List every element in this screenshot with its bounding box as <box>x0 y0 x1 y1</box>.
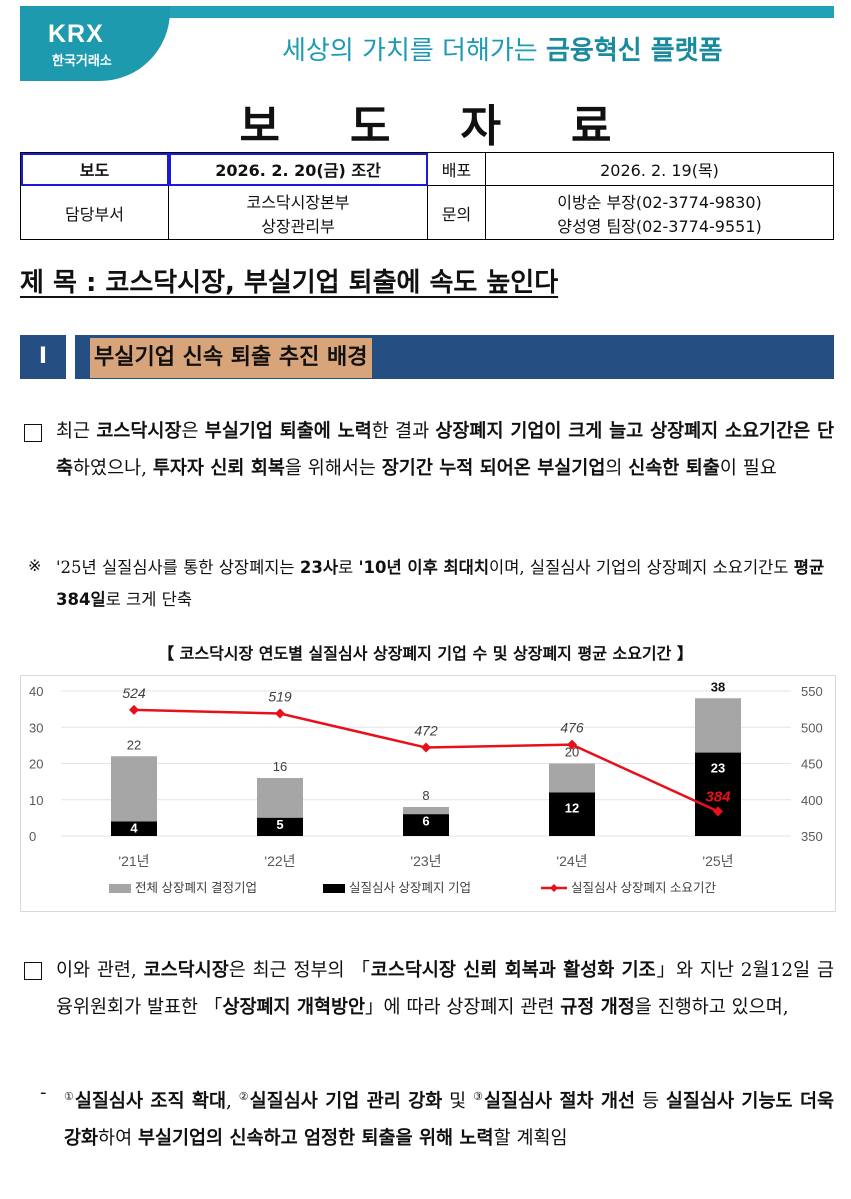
bar-substantive <box>257 817 303 836</box>
paragraph-background: 최근 코스닥시장은 부실기업 퇴출에 노력한 결과 상장폐지 기업이 크게 늘고… <box>56 421 835 479</box>
reference-mark-icon: ※ <box>28 556 42 575</box>
dept-label: 담당부서 <box>20 185 169 240</box>
legend-label-total: 전체 상장폐지 결정기업 <box>135 881 257 895</box>
right-tick-label: 350 <box>801 829 823 844</box>
bar-substantive-label: 6 <box>422 813 429 828</box>
category-label: '25년 <box>702 853 733 869</box>
left-tick-label: 30 <box>29 720 43 735</box>
duration-point <box>567 739 577 750</box>
duration-label: 472 <box>414 723 438 739</box>
header-top-bar <box>20 6 834 18</box>
legend-swatch-total <box>109 884 131 893</box>
paragraph-plan: ①실질심사 조직 확대, ②실질심사 기업 관리 강화 및 ③실질심사 절차 개… <box>64 1090 834 1150</box>
category-label: '21년 <box>118 853 149 869</box>
duration-label: 384 <box>705 788 731 805</box>
checkbox-bullet-icon <box>24 962 42 980</box>
bar-total-label: 16 <box>273 759 287 774</box>
bar-substantive-label: 12 <box>565 801 579 816</box>
bar-total-label: 22 <box>127 737 141 752</box>
duration-label: 476 <box>560 720 584 736</box>
contact-label: 문의 <box>427 185 486 240</box>
left-tick-label: 40 <box>29 684 43 699</box>
bar-total-label: 38 <box>711 679 725 694</box>
krx-logo: KRX <box>48 20 104 48</box>
dist-value: 2026. 2. 19(목) <box>485 152 834 186</box>
legend-swatch-marker <box>550 884 558 892</box>
contact-value: 이방순 부장(02-3774-9830) 양성영 팀장(02-3774-9551) <box>485 185 834 240</box>
duration-label: 519 <box>268 688 292 704</box>
left-tick-label: 20 <box>29 757 43 772</box>
duration-point <box>713 806 723 817</box>
right-tick-label: 550 <box>801 684 823 699</box>
right-tick-label: 400 <box>801 793 823 808</box>
right-tick-label: 500 <box>801 720 823 735</box>
krx-logo-subtitle: 한국거래소 <box>52 54 112 69</box>
dist-label: 배포 <box>427 152 486 186</box>
section-number: I <box>20 335 66 379</box>
bar-substantive-label: 5 <box>276 817 283 832</box>
note-paragraph: '25년 실질심사를 통한 상장폐지는 23사로 '10년 이후 최대치이며, … <box>56 558 825 609</box>
press-headline: 제 목 : 코스닥시장, 부실기업 퇴출에 속도 높인다 <box>20 268 559 298</box>
right-tick-label: 450 <box>801 757 823 772</box>
legend-label-substantive: 실질심사 상장폐지 기업 <box>349 881 471 895</box>
dept-value: 코스닥시장본부 상장관리부 <box>168 185 428 240</box>
bar-substantive <box>549 792 595 836</box>
category-label: '23년 <box>410 853 441 869</box>
bar-substantive <box>695 752 741 836</box>
legend-swatch-substantive <box>323 884 345 893</box>
bar-total-label: 8 <box>422 788 429 803</box>
dash-bullet: - <box>40 1082 47 1103</box>
bar-substantive <box>403 814 449 836</box>
slogan: 세상의 가치를 더해가는 금융혁신 플랫폼 <box>282 36 723 66</box>
duration-point <box>275 708 285 719</box>
duration-point <box>129 704 139 715</box>
category-label: '24년 <box>556 853 587 869</box>
legend-label-line: 실질심사 상장폐지 소요기간 <box>571 881 716 895</box>
release-info-table: 보도 2026. 2. 20(금) 조간 배포 2026. 2. 19(목) 담… <box>20 152 834 240</box>
chart-title: 【 코스닥시장 연도별 실질심사 상장폐지 기업 수 및 상장폐지 평균 소요기… <box>158 644 693 663</box>
chart-frame: 0 10 20 30 40 350 400 450 500 550 22 4 '21년 16 5 '22년 8 6… <box>20 675 836 912</box>
section-heading: 부실기업 신속 퇴출 추진 배경 <box>90 338 372 378</box>
duration-label: 524 <box>122 685 146 701</box>
document-title: 보도자료 <box>239 101 682 152</box>
bar-substantive-label: 23 <box>711 761 725 776</box>
paragraph-related-measures: 이와 관련, 코스닥시장은 최근 정부의 「코스닥시장 신뢰 회복과 활성화 기… <box>56 960 834 1018</box>
left-tick-label: 10 <box>29 793 43 808</box>
duration-point <box>421 742 431 753</box>
delisting-chart: 0 10 20 30 40 350 400 450 500 550 22 4 '21년 16 5 '22년 8 6… <box>29 679 823 895</box>
release-value: 2026. 2. 20(금) 조간 <box>168 152 428 186</box>
category-label: '22년 <box>264 853 295 869</box>
left-tick-label: 0 <box>29 829 36 844</box>
bar-substantive <box>111 821 157 836</box>
bar-total-label: 20 <box>565 745 579 760</box>
checkbox-bullet-icon <box>24 424 42 442</box>
bar-substantive-label: 4 <box>130 821 138 836</box>
release-label: 보도 <box>20 152 169 186</box>
